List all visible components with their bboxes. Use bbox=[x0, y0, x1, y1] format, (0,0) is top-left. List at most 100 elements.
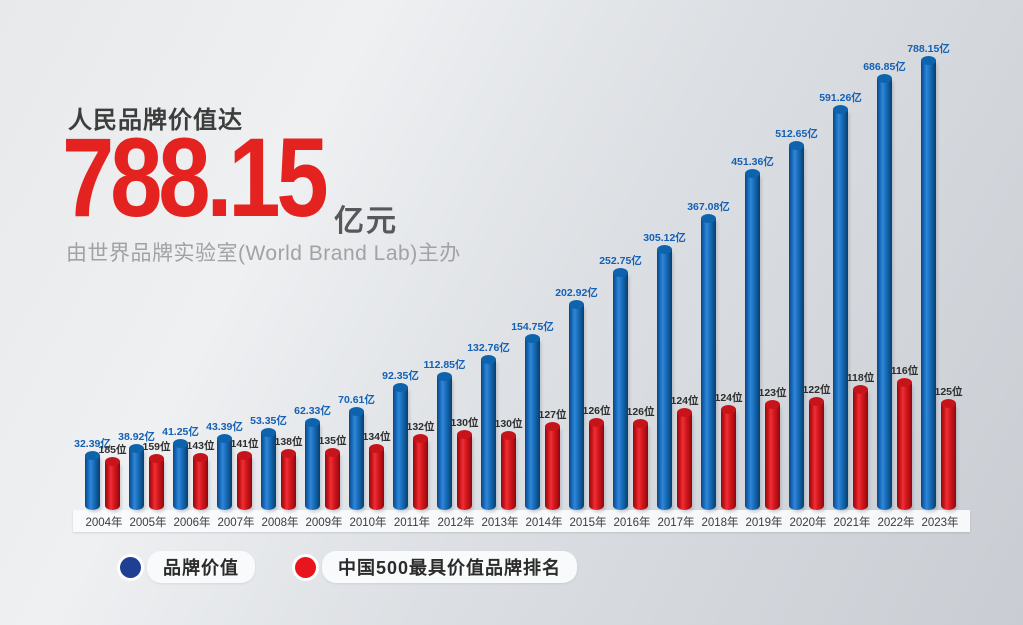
bar-group: 53.35亿 138位 bbox=[250, 413, 303, 510]
brand-value-label: 38.92亿 bbox=[118, 431, 155, 443]
brand-value-bar-wrap: 305.12亿 bbox=[643, 230, 686, 510]
brand-value-bar bbox=[789, 141, 804, 510]
brand-value-bar bbox=[569, 300, 584, 510]
brand-value-bar-wrap: 451.36亿 bbox=[731, 154, 774, 510]
legend-item-brand-value: 品牌价值 bbox=[120, 551, 255, 583]
brand-value-label: 686.85亿 bbox=[863, 61, 906, 73]
year-label: 2011年 bbox=[393, 517, 431, 529]
bar-group: 70.61亿 134位 bbox=[338, 392, 391, 510]
rank-value-label: 185位 bbox=[98, 444, 127, 456]
brand-value-bar-wrap: 92.35亿 bbox=[382, 368, 419, 510]
brand-value-bar-wrap: 367.08亿 bbox=[687, 199, 730, 510]
brand-value-bar bbox=[217, 434, 232, 510]
rank-value-label: 122位 bbox=[802, 384, 831, 396]
brand-value-bar-wrap: 686.85亿 bbox=[863, 59, 906, 510]
brand-value-label: 132.76亿 bbox=[467, 342, 510, 354]
rank-bar bbox=[281, 449, 296, 510]
brand-value-headline-unit: 亿元 bbox=[334, 205, 398, 238]
brand-value-bar bbox=[833, 105, 848, 510]
brand-value-label: 112.85亿 bbox=[423, 359, 466, 371]
year-label: 2022年 bbox=[877, 517, 915, 529]
rank-bar-wrap: 135位 bbox=[318, 433, 347, 510]
bar-group: 62.33亿 135位 bbox=[294, 403, 347, 510]
rank-value-label: 134位 bbox=[362, 431, 391, 443]
brand-value-label: 32.39亿 bbox=[74, 438, 111, 450]
rank-bar-wrap: 134位 bbox=[362, 429, 391, 510]
year-label: 2008年 bbox=[261, 517, 299, 529]
brand-value-bar bbox=[701, 214, 716, 510]
rank-bar-wrap: 141位 bbox=[230, 436, 259, 510]
brand-value-bar bbox=[437, 372, 452, 510]
rank-value-label: 125位 bbox=[934, 386, 963, 398]
year-label: 2013年 bbox=[481, 517, 519, 529]
header-kicker: 人民品牌价值达 bbox=[68, 107, 243, 134]
rank-bar bbox=[413, 434, 428, 510]
rank-bar bbox=[457, 430, 472, 510]
bar-group: 202.92亿 126位 bbox=[555, 285, 611, 510]
brand-value-bar bbox=[481, 355, 496, 510]
brand-value-bar-wrap: 154.75亿 bbox=[511, 319, 554, 510]
brand-value-label: 305.12亿 bbox=[643, 232, 686, 244]
rank-value-label: 127位 bbox=[538, 409, 567, 421]
brand-value-bar-wrap: 53.35亿 bbox=[250, 413, 287, 510]
brand-value-label: 43.39亿 bbox=[206, 421, 243, 433]
rank-bar-wrap: 124位 bbox=[714, 390, 743, 510]
bar-group: 788.15亿 125位 bbox=[907, 41, 963, 510]
legend: 品牌价值 中国500最具价值品牌排名 bbox=[120, 551, 578, 583]
brand-value-bar-wrap: 38.92亿 bbox=[118, 429, 155, 510]
bar-group: 451.36亿 123位 bbox=[731, 154, 787, 510]
rank-bar bbox=[941, 399, 956, 510]
brand-value-label: 367.08亿 bbox=[687, 201, 730, 213]
year-label: 2007年 bbox=[217, 517, 255, 529]
year-label: 2016年 bbox=[613, 517, 651, 529]
legend-dot-rank-icon bbox=[295, 556, 316, 578]
bar-group: 32.39亿 185位 bbox=[74, 436, 127, 510]
brand-value-headline-number: 788.15 bbox=[62, 115, 329, 240]
brand-value-bar bbox=[525, 334, 540, 510]
rank-bar bbox=[677, 408, 692, 510]
bar-group: 43.39亿 141位 bbox=[206, 419, 259, 510]
brand-value-bar-wrap: 41.25亿 bbox=[162, 424, 199, 510]
bar-group: 591.26亿 118位 bbox=[819, 90, 875, 510]
brand-value-label: 62.33亿 bbox=[294, 405, 331, 417]
rank-bar-wrap: 185位 bbox=[98, 442, 127, 510]
rank-value-label: 123位 bbox=[758, 387, 787, 399]
year-label: 2017年 bbox=[657, 517, 695, 529]
brand-value-bar-wrap: 788.15亿 bbox=[907, 41, 950, 510]
bar-group: 154.75亿 127位 bbox=[511, 319, 567, 510]
year-label: 2004年 bbox=[85, 517, 123, 529]
brand-value-label: 154.75亿 bbox=[511, 321, 554, 333]
year-label: 2019年 bbox=[745, 517, 783, 529]
legend-item-rank: 中国500最具价值品牌排名 bbox=[295, 551, 578, 583]
rank-bar bbox=[325, 448, 340, 510]
brand-value-bar-wrap: 202.92亿 bbox=[555, 285, 598, 510]
rank-bar bbox=[193, 453, 208, 510]
brand-value-bar-wrap: 512.65亿 bbox=[775, 126, 818, 510]
x-axis-strip bbox=[73, 510, 970, 532]
brand-value-label: 41.25亿 bbox=[162, 426, 199, 438]
rank-bar bbox=[853, 385, 868, 510]
bar-group: 92.35亿 132位 bbox=[382, 368, 435, 510]
brand-value-bar bbox=[745, 169, 760, 510]
rank-value-label: 141位 bbox=[230, 438, 259, 450]
rank-value-label: 116位 bbox=[890, 365, 919, 377]
rank-bar-wrap: 127位 bbox=[538, 407, 567, 510]
brand-value-bar-wrap: 43.39亿 bbox=[206, 419, 243, 510]
rank-bar bbox=[897, 378, 912, 510]
rank-bar-wrap: 122位 bbox=[802, 382, 831, 510]
brand-value-label: 92.35亿 bbox=[382, 370, 419, 382]
brand-value-label: 202.92亿 bbox=[555, 287, 598, 299]
rank-value-label: 126位 bbox=[582, 405, 611, 417]
brand-value-bar-wrap: 112.85亿 bbox=[423, 357, 466, 510]
year-label: 2020年 bbox=[789, 517, 827, 529]
bar-group: 112.85亿 130位 bbox=[423, 357, 479, 510]
rank-bar-wrap: 125位 bbox=[934, 384, 963, 510]
brand-value-label: 53.35亿 bbox=[250, 415, 287, 427]
brand-value-bar bbox=[85, 451, 100, 510]
rank-bar-wrap: 116位 bbox=[891, 363, 918, 510]
rank-bar-wrap: 126位 bbox=[582, 403, 611, 510]
rank-bar-wrap: 130位 bbox=[494, 416, 523, 510]
rank-value-label: 118位 bbox=[846, 372, 875, 384]
year-label: 2006年 bbox=[173, 517, 211, 529]
